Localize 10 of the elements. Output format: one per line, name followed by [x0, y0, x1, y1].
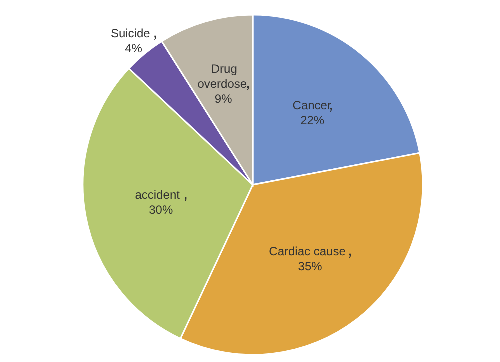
data-label: 22%	[300, 113, 325, 128]
slice-label: Suicide	[110, 26, 151, 40]
data-label: 4%	[125, 41, 143, 56]
slice-label: Drug overdose	[198, 62, 248, 91]
slice-label: Cardiac cause	[269, 244, 346, 258]
slice-label: Cancer	[292, 98, 332, 112]
slice-label: accident	[135, 188, 181, 202]
data-label: 30%	[149, 203, 174, 218]
data-label: 9%	[214, 92, 233, 106]
data-label: 35%	[298, 259, 323, 274]
